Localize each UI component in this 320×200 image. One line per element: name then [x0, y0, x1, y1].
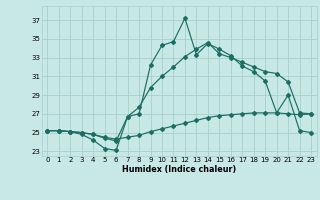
- X-axis label: Humidex (Indice chaleur): Humidex (Indice chaleur): [122, 165, 236, 174]
